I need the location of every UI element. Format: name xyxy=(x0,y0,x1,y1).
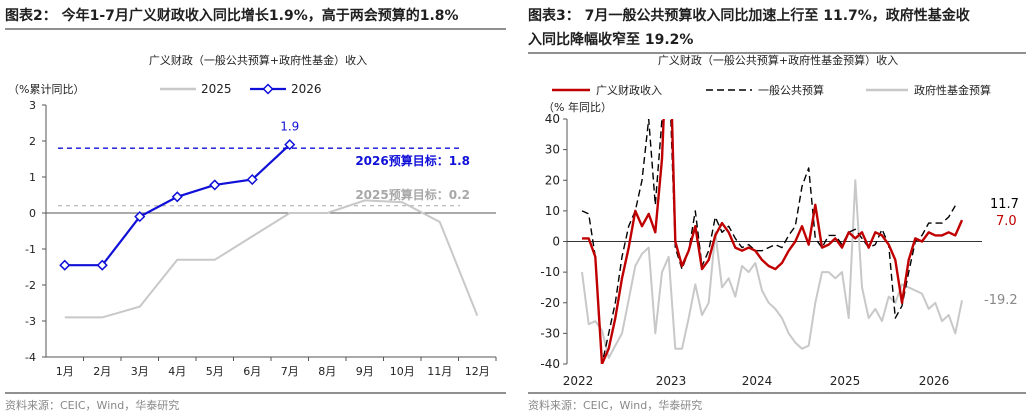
right-figure-heading-line1: 图表3： 7月一般公共预算收入同比加速上行至 11.7%，政府性基金收 xyxy=(528,7,971,24)
right-figure-heading-line2: 入同比降幅收窄至 19.2% xyxy=(528,31,693,48)
left-figure-heading: 图表2： 今年1-7月广义财政收入同比增长1.9%，高于两会预算的1.8% xyxy=(5,7,459,24)
left-x-tick-label: 4月 xyxy=(168,365,186,378)
right-end-label: 7.0 xyxy=(996,214,1017,229)
left-y-axis-label: （%累计同比） xyxy=(8,83,84,96)
left-x-tick-label: 8月 xyxy=(318,365,336,378)
left-y-tick-label: 1 xyxy=(29,171,36,184)
left-x-tick-label: 1月 xyxy=(56,365,74,378)
left-reference-label: 2026预算目标：1.8 xyxy=(355,153,470,168)
left-point-2026 xyxy=(209,179,221,191)
left-x-tick-label: 5月 xyxy=(206,365,224,378)
right-y-tick-label: 30 xyxy=(545,143,560,157)
right-y-tick-label: -10 xyxy=(540,265,560,279)
right-source-note: 资料来源：CEIC，Wind，华泰研究 xyxy=(528,398,702,412)
right-y-tick-label: 10 xyxy=(545,204,560,218)
left-legend-label-2026: 2026 xyxy=(291,82,322,96)
left-x-tick-label: 7月 xyxy=(281,365,299,378)
right-end-label: 11.7 xyxy=(990,197,1019,212)
right-legend-label-general: 一般公共预算 xyxy=(758,83,824,97)
right-legend-label-total: 广义财政收入 xyxy=(596,83,662,97)
right-y-tick-label: -30 xyxy=(540,326,560,340)
left-point-2026 xyxy=(96,259,108,271)
left-x-tick-label: 12月 xyxy=(465,365,490,378)
right-y-tick-label: 20 xyxy=(545,173,560,187)
left-series-line-2026 xyxy=(64,143,291,267)
right-end-label: -19.2 xyxy=(984,293,1018,308)
left-data-label: 1.9 xyxy=(280,120,299,134)
left-chart: -4 -3 -2 -1 0 1 2 3 1月 2月 3月 4月 5月 6月 7月 8月 9月 10月 11月 12月 （… xyxy=(8,82,497,378)
left-x-tick-label: 3月 xyxy=(131,365,149,378)
right-x-tick-label: 2025 xyxy=(830,374,861,388)
right-x-tick-label: 2023 xyxy=(656,374,687,388)
left-point-2026 xyxy=(171,191,183,203)
left-y-tick-label: 2 xyxy=(29,135,36,148)
right-x-tick-label: 2026 xyxy=(919,374,950,388)
left-point-2026 xyxy=(284,139,296,151)
left-y-tick-label: -1 xyxy=(25,243,36,256)
left-y-tick-label: -3 xyxy=(25,315,36,328)
left-x-tick-label: 9月 xyxy=(356,365,374,378)
left-legend-marker-2026 xyxy=(262,83,274,95)
right-legend-label-fund: 政府性基金预算 xyxy=(914,83,991,97)
left-legend-label-2025: 2025 xyxy=(201,82,232,96)
right-chart: -40 -30 -20 -10 0 10 20 30 40 2022 2023 2024 2025 202… xyxy=(540,83,1019,388)
right-y-axis-label: （% 年同比） xyxy=(543,100,612,114)
left-series-line-2025 xyxy=(64,199,479,319)
left-point-2026 xyxy=(134,211,146,223)
right-x-tick-label: 2024 xyxy=(742,374,773,388)
left-y-tick-label: 3 xyxy=(29,99,36,112)
right-y-tick-label: -40 xyxy=(540,357,560,371)
right-y-tick-label: 40 xyxy=(545,112,560,126)
right-series-line-2 xyxy=(581,179,963,359)
left-chart-subtitle: 广义财政（一般公共预算+政府性基金）收入 xyxy=(149,53,367,67)
left-reference-label: 2025预算目标：0.2 xyxy=(355,187,470,202)
left-source-note: 资料来源：CEIC，Wind，华泰研究 xyxy=(5,398,179,412)
right-series-line-0 xyxy=(582,119,964,364)
left-x-tick-label: 10月 xyxy=(390,365,415,378)
left-point-2026 xyxy=(246,173,258,186)
left-y-tick-label: 0 xyxy=(29,207,36,220)
right-x-tick-label: 2022 xyxy=(563,374,594,388)
right-series-line-1 xyxy=(581,119,956,364)
right-chart-subtitle: 广义财政（一般公共预算+政府性基金预算）收入 xyxy=(658,53,898,67)
left-y-tick-label: -2 xyxy=(25,279,36,292)
left-y-tick-label: -4 xyxy=(25,351,36,364)
left-point-2026 xyxy=(59,259,71,271)
left-x-tick-label: 2月 xyxy=(93,365,111,378)
left-x-tick-label: 11月 xyxy=(427,365,452,378)
right-y-tick-label: -20 xyxy=(540,296,560,310)
left-x-tick-label: 6月 xyxy=(243,365,261,378)
right-y-tick-label: 0 xyxy=(552,235,560,249)
